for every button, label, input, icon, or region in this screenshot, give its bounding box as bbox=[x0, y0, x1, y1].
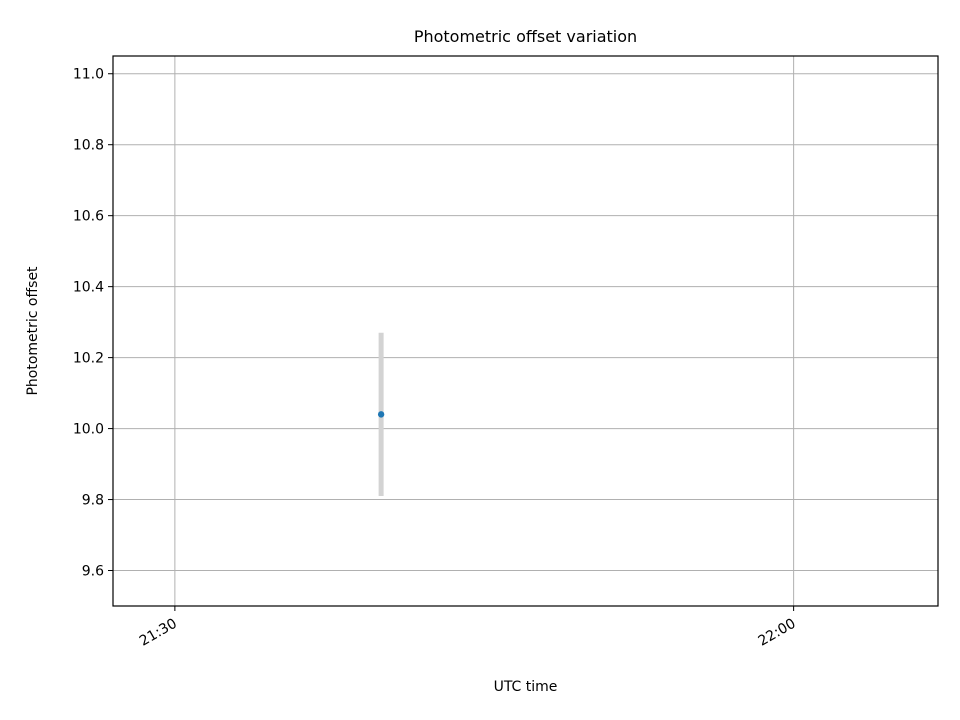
x-axis-label: UTC time bbox=[494, 679, 558, 695]
x-axis: 21:3022:0022:3023:0023:3000:0000:3001:00… bbox=[137, 606, 799, 650]
y-tick-label: 10.0 bbox=[73, 422, 104, 438]
y-tick-label: 10.2 bbox=[73, 351, 104, 367]
plot-frame bbox=[112, 55, 939, 607]
grid bbox=[113, 56, 938, 606]
chart-title: Photometric offset variation bbox=[414, 27, 637, 46]
data-point bbox=[377, 411, 385, 418]
y-tick-label: 9.8 bbox=[82, 493, 104, 509]
y-tick-label: 10.8 bbox=[73, 138, 104, 154]
x-tick-label: 21:30 bbox=[137, 616, 180, 650]
x-tick-label: 22:00 bbox=[756, 616, 799, 650]
y-tick-label: 10.4 bbox=[73, 280, 104, 296]
y-tick-label: 9.6 bbox=[82, 564, 104, 580]
y-axis-label: Photometric offset bbox=[25, 266, 41, 396]
y-axis: 9.6 9.8 10.0 10.2 10.4 10.6 10.8 11.0 bbox=[73, 67, 113, 580]
y-tick-label: 11.0 bbox=[73, 67, 104, 83]
error-bars bbox=[378, 332, 384, 496]
y-tick-label: 10.6 bbox=[73, 209, 104, 225]
data-points bbox=[377, 411, 385, 418]
